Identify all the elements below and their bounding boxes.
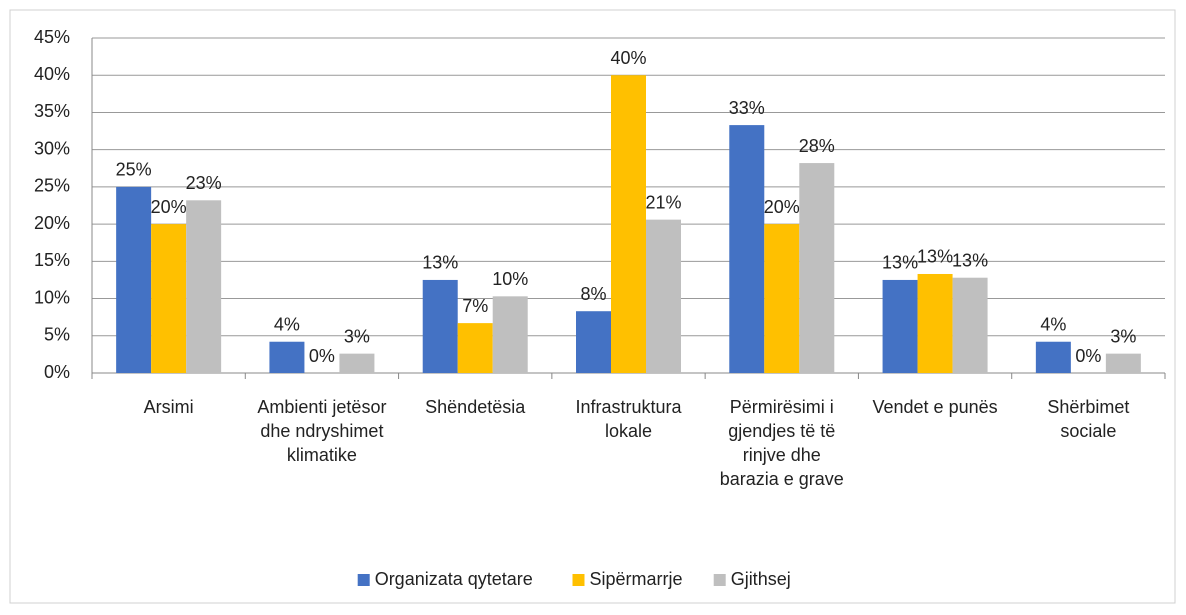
bar — [492, 296, 528, 373]
data-label: 13% — [882, 253, 918, 273]
legend-swatch — [713, 574, 726, 586]
bar — [917, 273, 953, 373]
y-tick-label: 20% — [34, 213, 70, 233]
bar — [611, 75, 646, 373]
data-label: 4% — [274, 314, 300, 334]
data-label: 13% — [422, 253, 458, 273]
x-tick-label: Ambienti jetësor dhe ndryshimet klimatik… — [257, 397, 387, 465]
bar — [457, 323, 493, 373]
bar — [151, 224, 187, 373]
y-tick-label: 0% — [44, 362, 70, 382]
x-tick-label: Vendet e punës — [872, 397, 998, 417]
bar — [729, 125, 765, 373]
bar — [882, 279, 918, 373]
x-tick-label: Shëndetësia — [425, 397, 526, 417]
bar — [1035, 341, 1071, 373]
data-label: 25% — [116, 160, 152, 180]
bar — [646, 219, 681, 373]
data-label: 23% — [186, 173, 222, 193]
data-label: 33% — [729, 98, 765, 118]
bar — [799, 163, 835, 373]
data-label: 40% — [610, 48, 646, 68]
data-label: 7% — [462, 296, 488, 316]
data-label: 20% — [764, 197, 800, 217]
data-label: 0% — [1075, 346, 1101, 366]
data-label: 13% — [952, 250, 988, 270]
x-tick-label: Infrastruktura lokale — [575, 397, 682, 441]
bar — [1105, 353, 1141, 373]
x-tick-label: Arsimi — [143, 397, 194, 417]
bar — [764, 224, 800, 373]
legend-swatch — [572, 574, 585, 586]
data-label: 3% — [344, 326, 370, 346]
x-tick-label: Përmirësimi i gjendjes të të rinjve dhe … — [719, 397, 844, 489]
legend-swatch — [357, 574, 370, 586]
y-tick-label: 30% — [34, 138, 70, 158]
data-label: 10% — [492, 269, 528, 289]
bar — [186, 200, 222, 373]
data-label: 21% — [645, 192, 681, 212]
data-label: 8% — [580, 284, 606, 304]
bar — [339, 353, 375, 373]
bar — [269, 341, 305, 373]
bar — [576, 311, 611, 373]
data-label: 13% — [917, 247, 953, 267]
y-tick-label: 25% — [34, 176, 70, 196]
data-label: 4% — [1040, 314, 1066, 334]
x-tick-label: Shërbimet sociale — [1047, 397, 1130, 441]
data-label: 28% — [799, 136, 835, 156]
legend-label: Organizata qytetare — [375, 569, 533, 589]
y-tick-label: 15% — [34, 250, 70, 270]
y-tick-label: 5% — [44, 325, 70, 345]
bar — [422, 279, 458, 373]
legend-label: Sipërmarrje — [590, 569, 683, 589]
data-label: 20% — [151, 197, 187, 217]
y-tick-label: 10% — [34, 287, 70, 307]
legend-label: Gjithsej — [731, 569, 791, 589]
y-tick-label: 40% — [34, 64, 70, 84]
bar — [952, 277, 988, 373]
data-label: 3% — [1110, 326, 1136, 346]
bar — [116, 186, 152, 373]
data-label: 0% — [309, 346, 335, 366]
y-tick-label: 45% — [34, 27, 70, 47]
y-tick-label: 35% — [34, 101, 70, 121]
